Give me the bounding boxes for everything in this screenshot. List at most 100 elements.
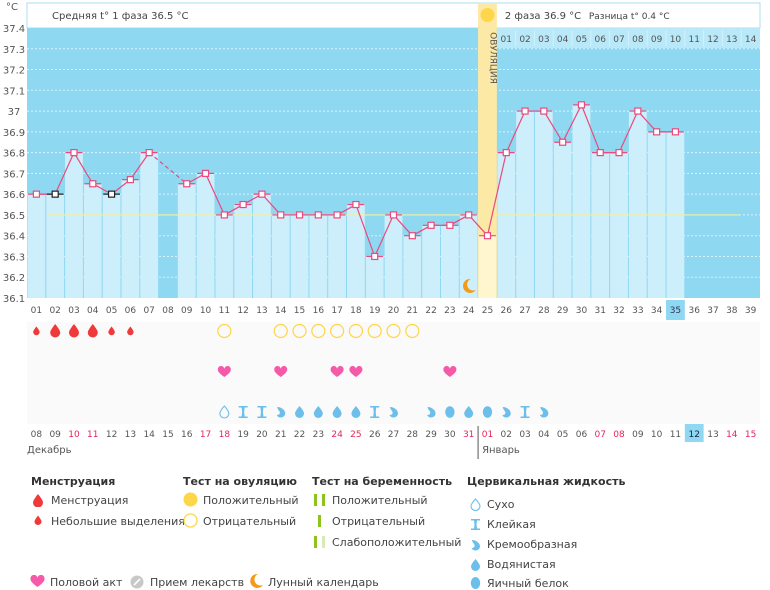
phase2-average-label: 2 фаза 36.9 °C [505,11,581,22]
cervical-fluid-creamy-mark [539,407,549,418]
cycle-day-label: 18 [350,306,362,316]
temp-line-segment [73,152,94,185]
temp-bar [459,214,478,298]
temp-bar [516,111,534,298]
cycle-day-label: 27 [519,306,530,316]
temp-line-segment [543,110,564,143]
temp-bar [497,152,516,298]
calendar-date-label: 25 [350,430,361,440]
ovulation-test-negative-mark [348,323,364,339]
ovulation-test-negative-mark [330,323,345,339]
temp-line-segment [486,152,507,236]
calendar-date-label: 09 [632,430,644,440]
temp-point [183,180,191,188]
temp-bar [610,152,628,298]
temp-bar [553,142,572,298]
ovulation-test-negative-mark [292,323,307,339]
cycle-day-label: 12 [237,306,248,316]
calendar-date-label: 14 [143,430,155,440]
calendar-date-label: 24 [331,430,343,440]
cycle-day-label: 09 [181,306,193,316]
temp-bar [440,225,459,298]
temp-point [32,190,40,198]
phase1-average-label: Средняя t° 1 фаза 36.5 °C [52,11,189,22]
intercourse-mark [330,366,344,377]
cycle-day-label: 25 [482,306,493,316]
cycle-day-label: 02 [49,306,60,316]
phase2-day-label: 05 [576,35,587,45]
y-tick-label: 37.4 [3,24,25,35]
cycle-day-label: 39 [745,306,757,316]
calendar-date-label: 28 [407,430,419,440]
calendar-date-label: 13 [125,430,136,440]
calendar-date-label: 13 [707,430,718,440]
intercourse-mark [274,366,288,377]
cervical-fluid-sticky-mark [520,406,530,418]
cycle-day-label: 10 [200,306,212,316]
y-tick-label: 36.7 [3,169,25,180]
temp-bar [534,111,553,298]
calendar-date-label: 05 [557,430,568,440]
ovulation-test-negative-mark [386,323,401,339]
temp-difference-label: Разница t° 0.4 °C [589,12,670,22]
temp-bar [328,214,347,298]
temp-point [295,211,304,219]
temp-bar [422,225,440,298]
legend-pregnancy-positive: Положительный [332,494,428,507]
calendar-date-label: 26 [369,430,381,440]
cervical-fluid-watery-mark [332,406,342,418]
calendar-date-label: 18 [219,430,231,440]
legend-medication: Прием лекарств [150,576,245,589]
menstruation-mark [87,324,98,338]
menstruation-mark [68,324,79,338]
legend-fluid-creamy: Кремообразная [487,538,578,551]
calendar-date-label: 06 [576,430,588,440]
cycle-day-label: 34 [651,306,663,316]
y-tick-label: 37.2 [3,66,25,77]
temp-bar [140,152,159,298]
calendar-date-label: 04 [538,430,550,440]
calendar-date-label: 15 [162,430,173,440]
cycle-day-label: 13 [256,306,267,316]
cervical-fluid-creamy-mark [389,407,398,418]
phase2-day-label: 04 [557,35,569,45]
phase2-day-label: 10 [670,35,682,45]
month-label: Декабрь [27,445,72,456]
symbol-rows-area [27,322,760,424]
month-label: Январь [482,445,520,456]
phase2-day-label: 02 [519,35,530,45]
temp-line-segment [355,204,376,257]
cycle-day-label: 15 [294,306,305,316]
calendar-date-label: 23 [313,430,324,440]
calendar-date-label: 15 [745,430,756,440]
cycle-day-label: 28 [538,306,550,316]
cycle-day-label: 22 [425,306,436,316]
intercourse-mark [443,366,457,377]
legend-fluid-eggwhite: Яичный белок [487,577,569,590]
cycle-day-label: 05 [106,306,117,316]
legend-pregnancy-test-title: Тест на беременность [312,475,453,488]
calendar-date-label: 20 [256,430,268,440]
calendar-date-label: 11 [670,430,681,440]
legend-ovulation-test-title: Тест на овуляцию [183,475,297,488]
legend-cervical-title: Цервикальная жидкость [467,475,626,488]
menstruation-mark [50,324,61,338]
temp-line-segment [374,214,395,257]
legend-menstruation-title: Менструация [31,475,116,488]
cycle-day-label: 14 [275,306,287,316]
temp-point [352,200,360,209]
temp-bar [253,194,271,298]
cycle-day-label: 29 [557,306,569,316]
temp-point [277,211,285,219]
y-tick-label: 36.8 [3,149,25,160]
chart-header [26,2,761,29]
temp-bar [591,152,610,298]
pregnancy-negative-icon [318,515,321,527]
cycle-day-label: 11 [219,306,230,316]
temp-point [258,190,266,198]
cycle-day-label: 37 [707,306,718,316]
cervical-fluid-eggwhite-mark [482,406,493,418]
cycle-day-label: 33 [632,306,643,316]
calendar-date-label: 16 [181,430,193,440]
cervical-fluid-creamy-mark [276,407,286,418]
